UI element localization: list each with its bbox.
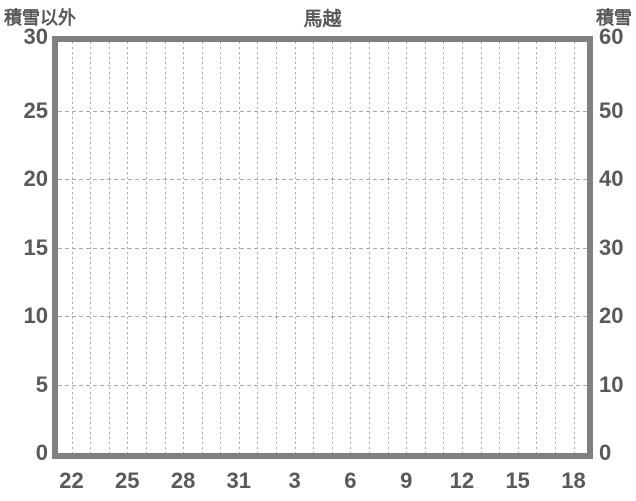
x-axis-tick-label: 12: [449, 468, 475, 493]
x-axis-tick-label: 28: [170, 468, 196, 493]
right-axis-tick-label: 10: [599, 371, 624, 397]
right-axis-tick-label: 60: [599, 24, 624, 49]
horizontal-gridline: [58, 384, 587, 386]
x-axis-tick-label: 6: [344, 468, 357, 493]
chart-title: 馬越: [303, 9, 342, 30]
left-axis-tick-label: 5: [35, 371, 48, 397]
right-axis-tick-label: 50: [599, 97, 624, 123]
right-axis-title: 積雪: [596, 8, 632, 28]
horizontal-gridline: [58, 179, 587, 180]
right-axis-tick-label: 40: [599, 166, 624, 191]
x-axis-tick-label: 31: [226, 468, 252, 493]
x-axis-tick-label: 25: [115, 468, 140, 493]
left-axis-tick-label: 25: [23, 97, 48, 123]
horizontal-gridline: [58, 316, 587, 317]
left-axis-title: 積雪以外: [4, 8, 76, 28]
left-axis-tick-label: 20: [23, 166, 48, 191]
x-axis-tick-label: 3: [288, 468, 301, 493]
x-axis-tick-label: 9: [400, 468, 413, 493]
left-axis-tick-label: 10: [23, 303, 48, 328]
right-axis-tick-label: 30: [599, 234, 624, 260]
x-axis-tick-label: 18: [561, 468, 586, 493]
x-axis-tick-label: 22: [59, 468, 84, 493]
right-axis-tick-label: 0: [599, 440, 612, 465]
left-axis-tick-label: 30: [23, 24, 48, 49]
right-axis-tick-label: 20: [599, 303, 624, 328]
horizontal-gridline: [58, 247, 587, 249]
horizontal-gridline: [58, 110, 587, 112]
plot-area: [52, 36, 593, 459]
left-axis-tick-label: 0: [35, 440, 48, 465]
x-axis-tick-label: 15: [505, 468, 530, 493]
left-axis-tick-label: 15: [23, 234, 48, 260]
